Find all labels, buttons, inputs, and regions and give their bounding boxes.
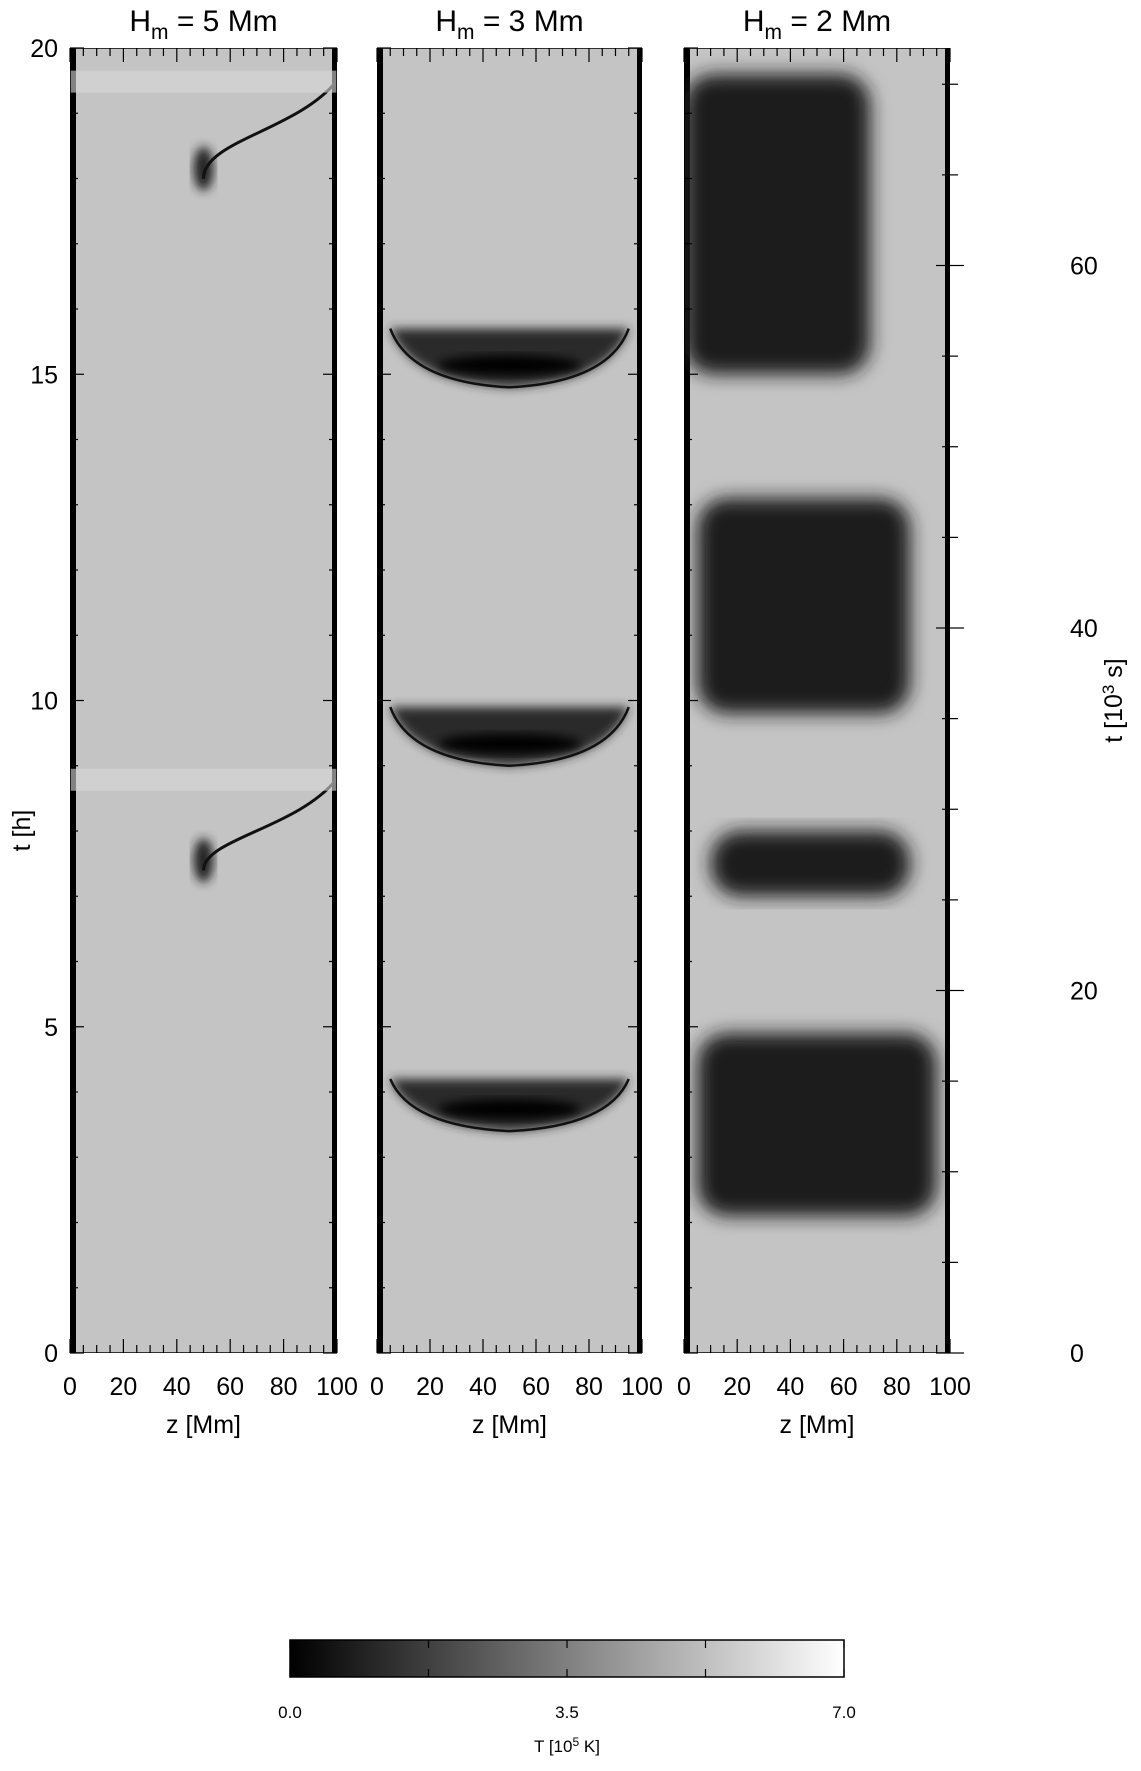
x-tick-label: 40 — [469, 1373, 497, 1401]
panel-title-rest: = 5 Mm — [168, 5, 277, 38]
right-y-label-base: t [10 — [1100, 694, 1128, 743]
panel-title-base: H — [435, 5, 457, 38]
colorbar-tick-label: 7.0 — [832, 1703, 856, 1722]
y-tick-label: 0 — [44, 1340, 58, 1368]
x-tick-label: 80 — [883, 1373, 911, 1401]
x-tick-label: 20 — [109, 1373, 137, 1401]
cool-feature — [710, 831, 911, 897]
cool-feature — [70, 70, 337, 191]
cool-feature — [684, 74, 871, 375]
panel-title-base: H — [743, 5, 765, 38]
heatmap-background — [377, 48, 642, 1353]
x-axis-ticks: 0 20 40 60 80 100 — [370, 48, 663, 1401]
right-y-label-rest: s] — [1100, 658, 1128, 684]
y-tick-label: 15 — [30, 361, 58, 389]
colorbar-label-base: T [10 — [534, 1737, 572, 1756]
cool-feature — [697, 498, 911, 714]
y-tick-label: 10 — [30, 688, 58, 716]
y-tick-label: 5 — [44, 1014, 58, 1042]
cool-feature — [389, 328, 630, 389]
panel-hm5: Hm = 5 Mm 0 20 40 60 80 100 z [Mm] — [63, 5, 358, 1439]
x-tick-label: 100 — [621, 1373, 663, 1401]
cool-feature — [697, 1033, 937, 1216]
left-y-axis: 0 5 10 15 20 — [30, 35, 698, 1368]
x-tick-label: 60 — [830, 1373, 858, 1401]
panel-title-sub: m — [764, 21, 782, 44]
colorbar-label-sup: 5 — [572, 1735, 579, 1749]
right-footpoint-band — [945, 48, 950, 1353]
panel-title-rest: = 3 Mm — [474, 5, 583, 38]
panel-title-rest: = 2 Mm — [782, 5, 891, 38]
colorbar-tick-label: 0.0 — [278, 1703, 302, 1722]
colorbar: 0.0 3.5 7.0 T [105 K] — [278, 1639, 856, 1756]
right-y-tick-label: 20 — [1070, 978, 1098, 1006]
y-tick-label: 20 — [30, 35, 58, 63]
panel-hm3: Hm = 3 Mm 0 20 40 60 80 100 z [Mm] — [370, 5, 663, 1439]
right-y-tick-label: 60 — [1070, 253, 1098, 281]
cool-feature — [389, 706, 630, 768]
x-tick-label: 60 — [216, 1373, 244, 1401]
x-axis-label: z [Mm] — [166, 1411, 241, 1439]
x-tick-label: 0 — [370, 1373, 384, 1401]
panel-title-base: H — [129, 5, 151, 38]
x-tick-label: 0 — [63, 1373, 77, 1401]
x-tick-label: 40 — [163, 1373, 191, 1401]
x-tick-label: 0 — [677, 1373, 691, 1401]
x-tick-label: 20 — [723, 1373, 751, 1401]
x-tick-label: 60 — [522, 1373, 550, 1401]
x-axis-label: z [Mm] — [780, 1411, 855, 1439]
panel-title: Hm = 3 Mm — [435, 5, 583, 44]
panel-title: Hm = 2 Mm — [743, 5, 891, 44]
colorbar-label: T [105 K] — [534, 1735, 600, 1756]
cool-feature — [389, 1078, 630, 1133]
x-tick-label: 80 — [270, 1373, 298, 1401]
x-tick-label: 80 — [575, 1373, 603, 1401]
x-tick-label: 100 — [929, 1373, 971, 1401]
colorbar-tick-label: 3.5 — [555, 1703, 579, 1722]
x-tick-label: 40 — [776, 1373, 804, 1401]
colorbar-label-rest: K] — [579, 1737, 600, 1756]
right-y-axis-label: t [103 s] — [1099, 658, 1128, 743]
heatmap-area — [70, 48, 337, 1353]
x-tick-label: 100 — [316, 1373, 358, 1401]
x-axis-ticks: 0 20 40 60 80 100 — [63, 48, 358, 1401]
right-y-axis: 0 20 40 60 — [936, 83, 1098, 1368]
panel-title-sub: m — [151, 21, 169, 44]
cool-feature — [70, 768, 337, 883]
x-tick-label: 20 — [416, 1373, 444, 1401]
right-y-tick-label: 40 — [1070, 615, 1098, 643]
heatmap-area — [377, 48, 642, 1353]
panel-hm2: Hm = 2 Mm 0 20 40 60 80 100 z [Mm] — [677, 5, 971, 1439]
x-axis-ticks: 0 20 40 60 80 100 — [677, 48, 971, 1401]
panel-title: Hm = 5 Mm — [129, 5, 277, 44]
heatmap-area — [684, 48, 950, 1353]
right-y-tick-label: 0 — [1070, 1340, 1084, 1368]
left-y-axis-label: t [h] — [8, 810, 36, 852]
right-y-label-sup: 3 — [1099, 685, 1118, 694]
panel-title-sub: m — [457, 21, 475, 44]
colorbar-ticks: 0.0 3.5 7.0 — [278, 1640, 856, 1722]
heatmap-background — [70, 48, 337, 1353]
x-axis-label: z [Mm] — [472, 1411, 547, 1439]
